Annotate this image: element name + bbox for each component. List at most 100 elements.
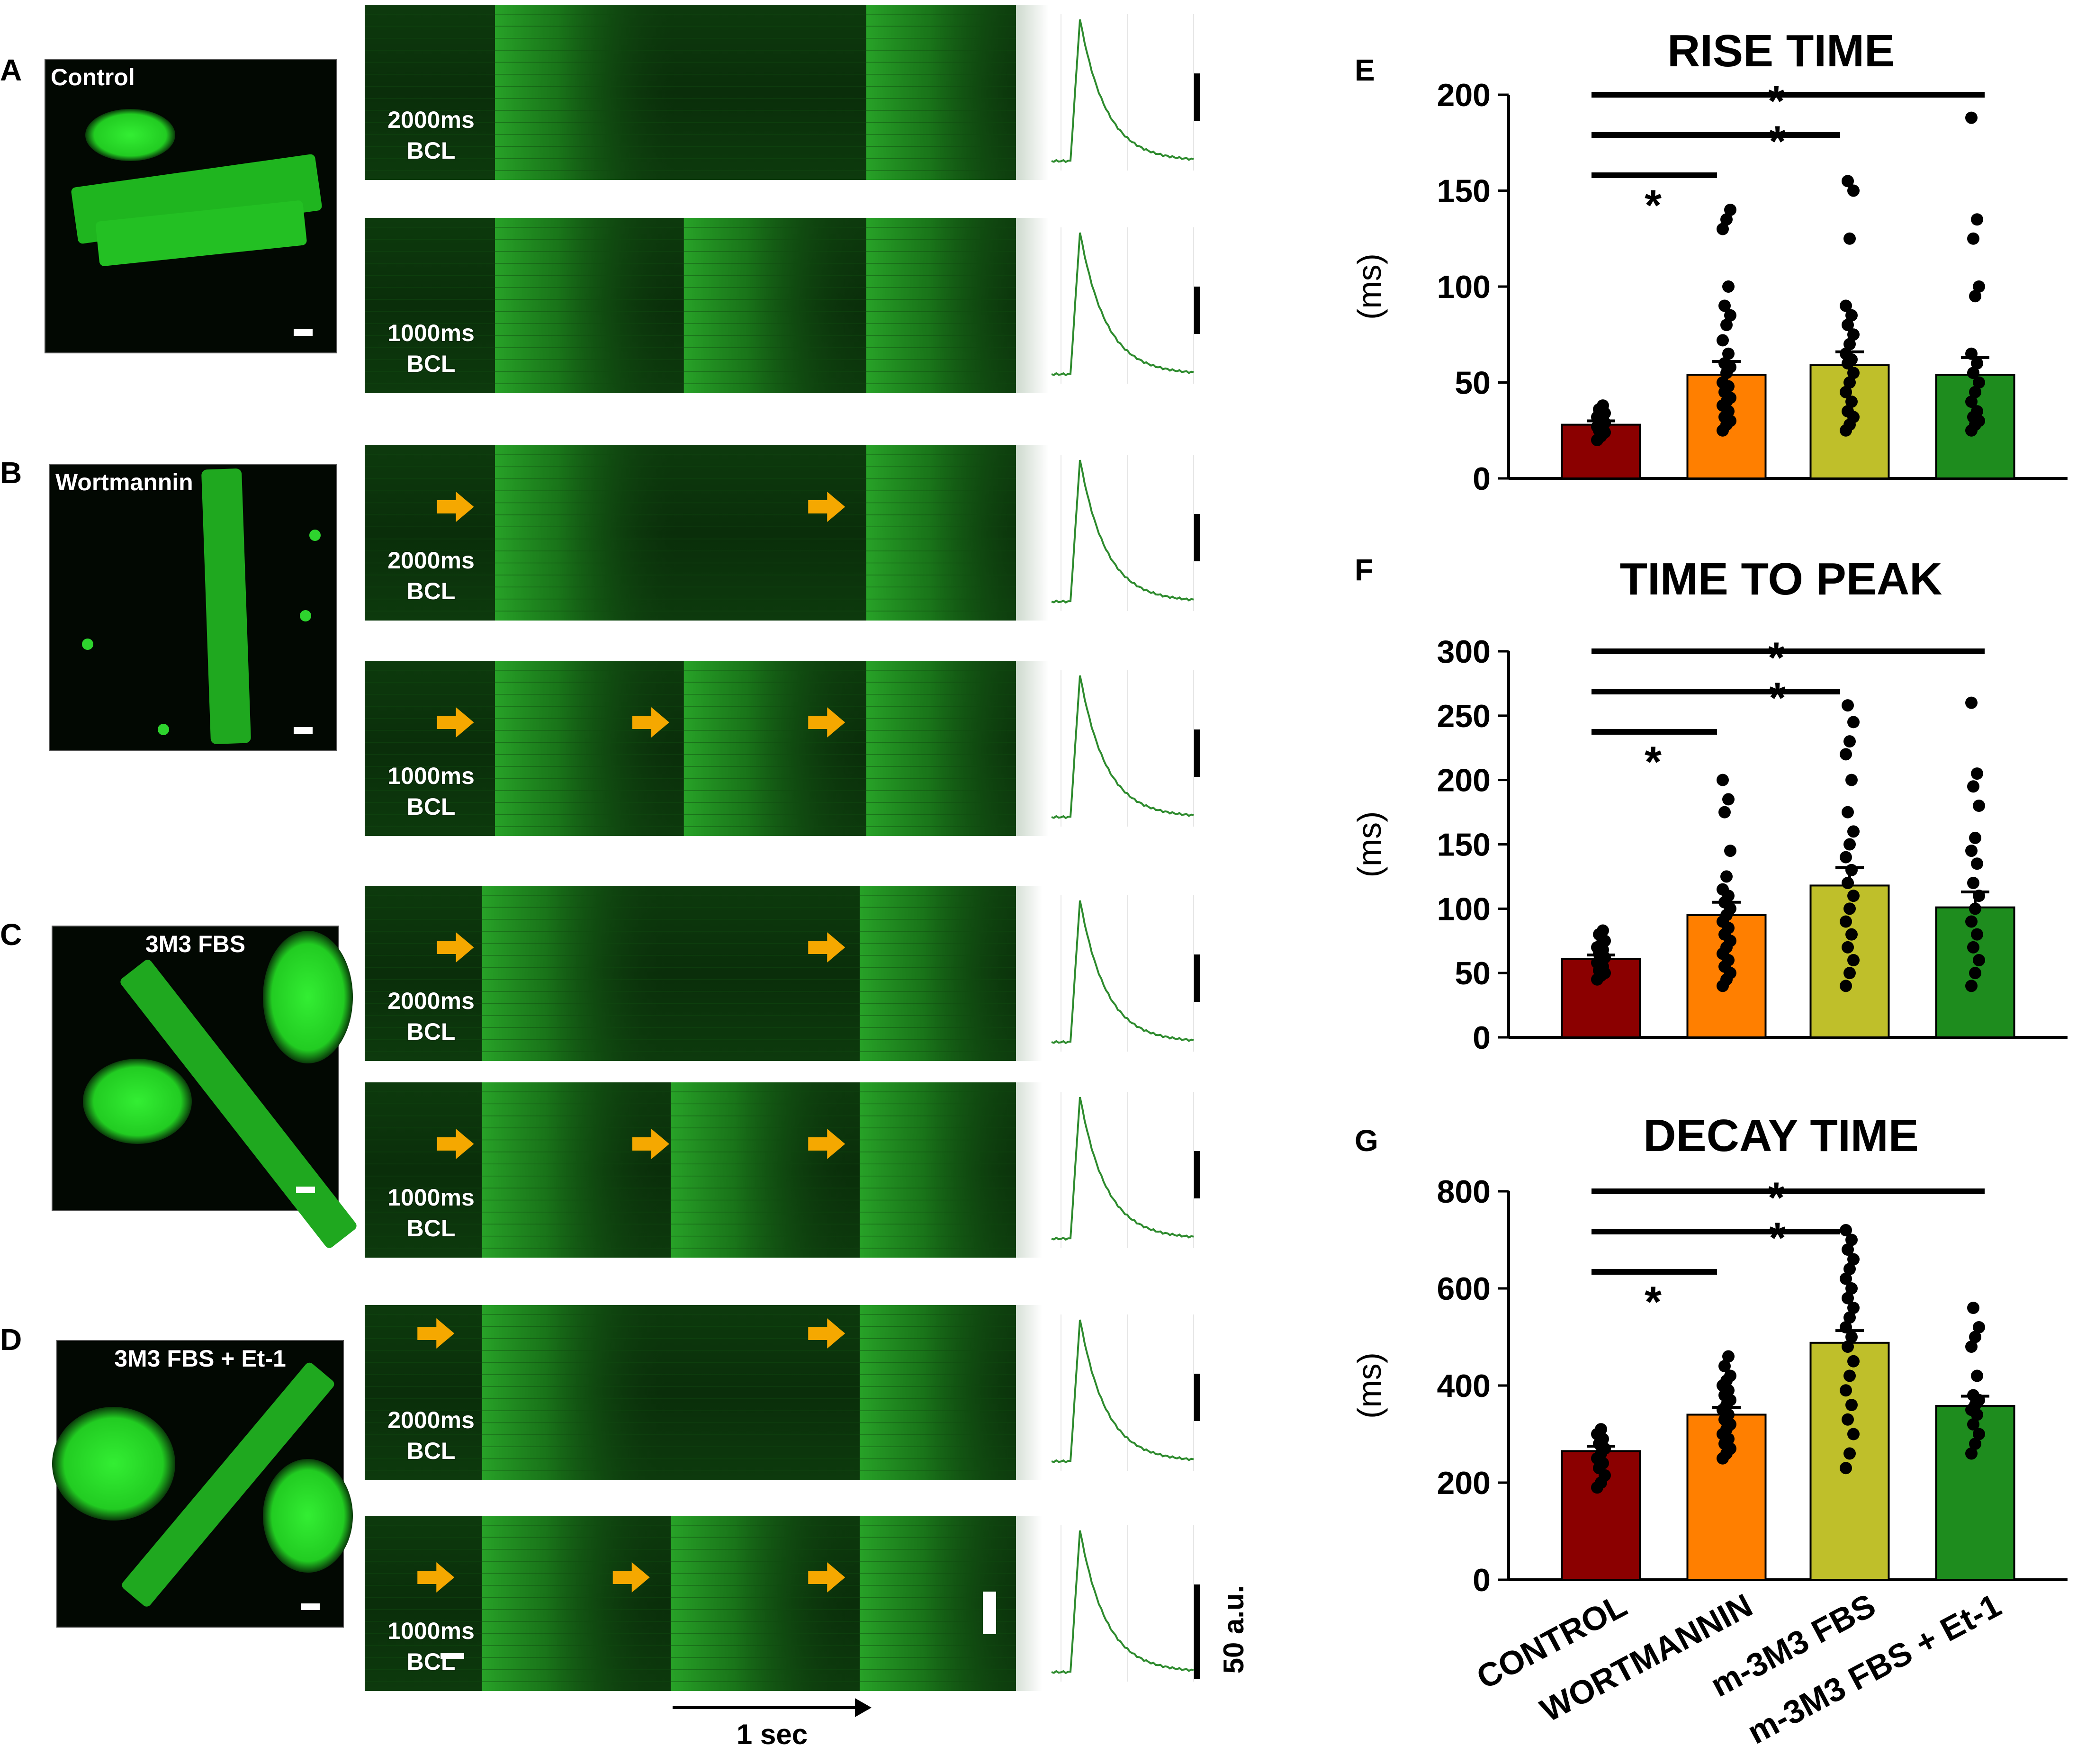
bcl-unit: BCL bbox=[407, 1648, 456, 1675]
micrograph-label: Control bbox=[51, 64, 135, 90]
calcium-transient-band bbox=[495, 445, 677, 621]
trace-line bbox=[1051, 900, 1194, 1044]
data-point bbox=[1847, 716, 1860, 729]
fluorescent-blob bbox=[83, 1059, 192, 1144]
data-point bbox=[1842, 941, 1854, 954]
y-tick-label: 100 bbox=[1437, 269, 1491, 305]
data-point bbox=[1969, 290, 1981, 303]
trace-line bbox=[1051, 1097, 1194, 1241]
micrograph-label: 3M3 FBS + Et-1 bbox=[114, 1345, 286, 1372]
data-point bbox=[1718, 1360, 1731, 1372]
data-point bbox=[1597, 924, 1609, 937]
data-point bbox=[1842, 699, 1854, 712]
data-point bbox=[1973, 1428, 1985, 1440]
calcium-transient-band bbox=[866, 445, 1049, 621]
data-point bbox=[1843, 1447, 1856, 1460]
bcl-value: 1000ms bbox=[387, 763, 475, 789]
data-point bbox=[1973, 280, 1985, 293]
data-point bbox=[1842, 175, 1854, 188]
kymograph-scale-bar bbox=[441, 1653, 464, 1659]
data-point bbox=[1965, 696, 1978, 709]
data-point bbox=[1843, 338, 1856, 351]
data-point bbox=[1840, 748, 1852, 761]
stimulus-arrow-icon bbox=[808, 1562, 845, 1593]
y-tick-label: 200 bbox=[1437, 763, 1491, 799]
micrograph: Control bbox=[45, 59, 337, 353]
calcium-trace bbox=[1051, 1525, 1200, 1682]
calcium-transient-band bbox=[866, 218, 1049, 393]
data-point bbox=[1717, 883, 1729, 896]
calcium-transient-band bbox=[495, 661, 677, 836]
calcium-transient-band bbox=[482, 886, 665, 1061]
data-point bbox=[1843, 376, 1856, 389]
fluorescent-dot bbox=[300, 610, 311, 621]
data-point bbox=[1843, 232, 1856, 245]
panel-a: A Control 2000ms BCL 1000ms BCL bbox=[0, 5, 1200, 393]
bcl-unit: BCL bbox=[407, 1215, 456, 1242]
data-point bbox=[1718, 806, 1731, 819]
micrograph: 3M3 FBS bbox=[52, 926, 357, 1248]
data-point bbox=[1971, 1369, 1983, 1382]
data-point bbox=[1840, 386, 1852, 398]
data-point bbox=[1717, 376, 1729, 389]
significance-star: * bbox=[1645, 1278, 1662, 1326]
cardiomyocyte bbox=[95, 200, 307, 266]
micrograph-label: 3M3 FBS bbox=[145, 931, 245, 957]
data-point bbox=[1842, 1341, 1854, 1353]
data-point bbox=[1973, 376, 1985, 389]
trace-line bbox=[1051, 19, 1194, 163]
kymograph: 2000ms BCL bbox=[365, 5, 1049, 180]
data-point bbox=[1967, 780, 1979, 793]
micrograph-background bbox=[49, 464, 337, 751]
data-point bbox=[1845, 396, 1858, 408]
calcium-transient-band bbox=[482, 1305, 665, 1480]
panel-label: D bbox=[0, 1323, 22, 1357]
kymograph: 2000ms BCL bbox=[365, 1305, 1042, 1480]
y-axis-label: (ms) bbox=[1351, 811, 1388, 878]
calcium-transient-band bbox=[495, 218, 677, 393]
fluorescent-blob bbox=[52, 1407, 175, 1521]
calcium-transient-band bbox=[860, 1082, 1042, 1258]
trace-line bbox=[1051, 459, 1194, 604]
y-tick-label: 0 bbox=[1473, 1562, 1491, 1598]
stimulus-arrow-icon bbox=[612, 1562, 650, 1593]
data-point bbox=[1969, 386, 1981, 398]
calcium-transient-band bbox=[482, 1516, 665, 1691]
panel-label: B bbox=[0, 456, 22, 490]
data-point bbox=[1971, 405, 1983, 418]
micrograph: 3M3 FBS + Et-1 bbox=[52, 1340, 353, 1628]
data-point bbox=[1717, 334, 1729, 347]
data-point bbox=[1847, 954, 1860, 966]
micrograph-scale-bar bbox=[296, 1187, 315, 1193]
y-axis-label: (ms) bbox=[1351, 1352, 1388, 1419]
x-category-label: WORTMANNIN bbox=[1534, 1586, 1758, 1729]
data-point bbox=[1843, 902, 1856, 915]
data-point bbox=[1973, 800, 1985, 812]
micrograph: Wortmannin bbox=[49, 464, 337, 751]
kymograph: 1000ms BCL bbox=[365, 1082, 1042, 1258]
fluorescent-blob bbox=[263, 1459, 353, 1573]
panel-label: A bbox=[0, 53, 22, 87]
trace-line bbox=[1051, 232, 1194, 377]
data-point bbox=[1973, 954, 1985, 966]
micrograph-label: Wortmannin bbox=[55, 469, 193, 495]
significance-star: * bbox=[1768, 77, 1785, 126]
bcl-value: 1000ms bbox=[387, 320, 475, 346]
data-point bbox=[1842, 877, 1854, 889]
significance-star: * bbox=[1645, 738, 1662, 786]
data-point bbox=[1965, 980, 1978, 992]
bcl-value: 1000ms bbox=[387, 1618, 475, 1644]
calcium-transient-band bbox=[860, 1305, 1042, 1480]
data-point bbox=[1965, 845, 1978, 857]
data-point bbox=[1971, 928, 1983, 941]
kymograph: 2000ms BCL bbox=[365, 445, 1049, 621]
data-point bbox=[1842, 1413, 1854, 1426]
data-point bbox=[1843, 1369, 1856, 1382]
data-point bbox=[1717, 223, 1729, 235]
data-point bbox=[1967, 1418, 1979, 1431]
calcium-transient-band bbox=[866, 661, 1049, 836]
y-tick-label: 100 bbox=[1437, 891, 1491, 927]
